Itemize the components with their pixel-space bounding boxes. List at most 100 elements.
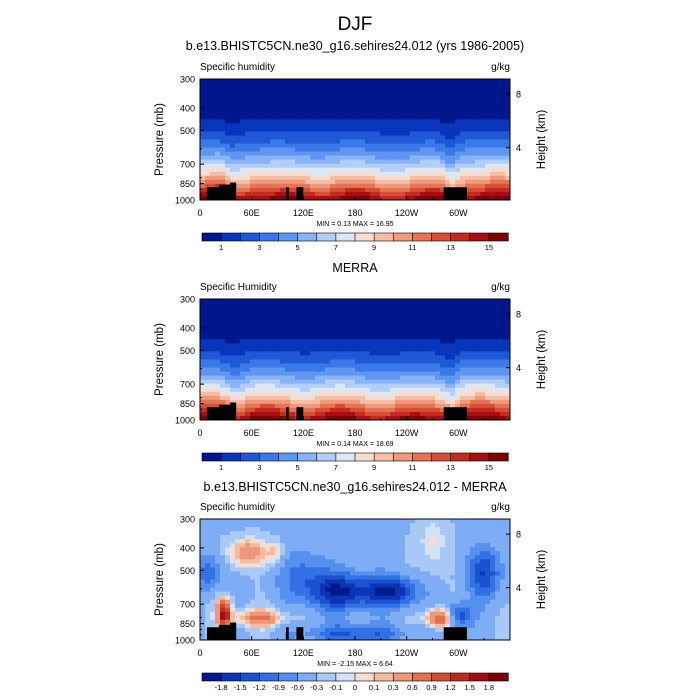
field-cell <box>355 119 361 124</box>
field-cell <box>315 151 321 157</box>
colorbar-swatch <box>354 232 375 242</box>
field-cell <box>385 415 391 421</box>
field-cell <box>310 407 316 413</box>
field-cell <box>475 551 481 556</box>
field-cell <box>445 527 451 532</box>
field-cell <box>465 179 471 185</box>
field-cell <box>370 123 376 128</box>
field-cell <box>450 159 456 165</box>
field-cell <box>340 563 346 568</box>
field-cell <box>435 327 441 332</box>
field-cell <box>280 131 286 136</box>
field-cell <box>455 363 461 368</box>
field-cell <box>345 387 351 393</box>
field-cell <box>445 327 451 332</box>
field-cell <box>225 339 231 344</box>
field-cell <box>285 379 291 385</box>
field-cell <box>375 399 381 405</box>
colorbar-swatch <box>354 452 375 462</box>
field-cell <box>355 519 361 524</box>
field-cell <box>305 147 311 152</box>
field-cell <box>300 387 306 393</box>
field-cell <box>250 367 256 372</box>
field-cell <box>490 167 496 173</box>
field-cell <box>275 139 281 144</box>
field-cell <box>415 367 421 372</box>
field-cell <box>360 79 366 84</box>
field-cell <box>415 355 421 360</box>
field-cell <box>495 547 501 552</box>
field-cell <box>335 563 341 568</box>
field-cell <box>245 551 251 556</box>
field-cell <box>360 119 366 124</box>
field-cell <box>420 567 426 572</box>
field-cell <box>445 83 451 88</box>
field-cell <box>330 167 336 173</box>
field-cell <box>505 107 511 112</box>
field-cell <box>295 575 301 580</box>
field-cell <box>295 367 301 372</box>
field-cell <box>475 155 481 161</box>
field-cell <box>470 567 476 572</box>
field-cell <box>385 183 391 189</box>
field-cell <box>235 135 241 140</box>
field-cell <box>345 339 351 344</box>
field-cell <box>365 375 371 381</box>
field-cell <box>275 159 281 165</box>
field-cell <box>270 83 276 88</box>
field-cell <box>380 187 386 193</box>
field-cell <box>220 547 226 552</box>
field-cell <box>470 151 476 157</box>
field-cell <box>340 383 346 389</box>
field-cell <box>330 111 336 116</box>
field-cell <box>425 351 431 356</box>
field-cell <box>495 411 501 417</box>
field-cell <box>235 299 241 304</box>
panel-title: b.e13.BHISTC5CN.ne30_g16.sehires24.012 -… <box>204 480 508 494</box>
field-cell <box>450 87 456 92</box>
field-cell <box>275 343 281 348</box>
field-cell <box>215 91 221 96</box>
field-cell <box>400 307 406 312</box>
field-cell <box>230 571 236 576</box>
field-cell <box>430 575 436 580</box>
field-cell <box>305 551 311 556</box>
field-cell <box>440 379 446 385</box>
field-cell <box>470 91 476 96</box>
panel-left-label: Specific Humidity <box>200 282 277 293</box>
field-cell <box>460 183 466 189</box>
field-cell <box>230 135 236 140</box>
field-cell <box>385 319 391 324</box>
field-cell <box>225 351 231 356</box>
field-cell <box>340 303 346 308</box>
field-cell <box>435 587 441 592</box>
field-cell <box>395 195 401 201</box>
field-cell <box>395 179 401 185</box>
field-cell <box>475 183 481 189</box>
field-cell <box>490 559 496 564</box>
field-cell <box>440 299 446 304</box>
field-cell <box>350 587 356 592</box>
field-cell <box>455 107 461 112</box>
field-cell <box>285 123 291 128</box>
field-cell <box>200 527 206 532</box>
field-cell <box>425 299 431 304</box>
field-cell <box>255 379 261 385</box>
field-cell <box>315 163 321 169</box>
field-cell <box>290 399 296 405</box>
field-cell <box>335 339 341 344</box>
field-cell <box>265 139 271 144</box>
field-cell <box>370 99 376 104</box>
field-cell <box>300 335 306 340</box>
field-cell <box>425 119 431 124</box>
field-cell <box>350 187 356 193</box>
field-cell <box>445 399 451 405</box>
field-cell <box>205 351 211 356</box>
field-cell <box>465 587 471 592</box>
field-cell <box>395 187 401 193</box>
field-cell <box>330 535 336 540</box>
field-cell <box>225 95 231 100</box>
field-cell <box>415 171 421 177</box>
field-cell <box>450 351 456 356</box>
field-cell <box>440 403 446 409</box>
